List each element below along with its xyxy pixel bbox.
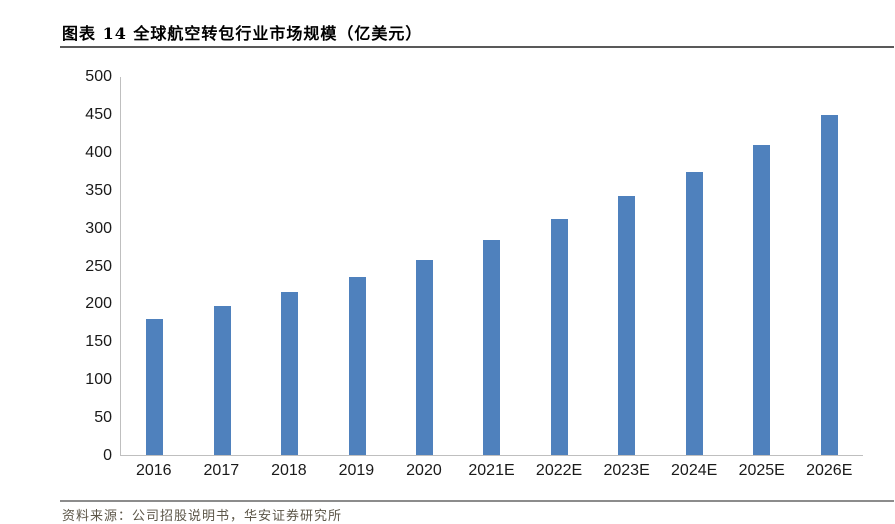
bar-slot (526, 77, 593, 455)
y-tick-label: 150 (85, 333, 112, 351)
bar (753, 145, 771, 455)
y-tick-label: 350 (85, 181, 112, 199)
bar-slot (796, 77, 863, 455)
x-tick-label: 2023E (603, 462, 650, 479)
chart-plot-area (120, 77, 863, 456)
x-tick-label: 2026E (806, 462, 853, 479)
bar-slot (256, 77, 323, 455)
y-axis-labels: 0 50 100 150 200 250 300 350 400 450 500 (62, 0, 112, 524)
bar-slot (188, 77, 255, 455)
y-tick-label: 0 (103, 447, 112, 464)
bar (348, 276, 366, 455)
chart-title: 图表 14 全球航空转包行业市场规模（亿美元） (62, 24, 423, 43)
title-rule (60, 46, 894, 48)
y-tick-label: 200 (85, 295, 112, 313)
y-tick-label: 100 (85, 371, 112, 389)
bar-slot (323, 77, 390, 455)
source-note: 资料来源：公司招股说明书，华安证券研究所 (62, 509, 343, 524)
x-tick-label: 2024E (671, 462, 718, 479)
x-tick-label: 2020 (406, 462, 442, 479)
x-tick-label: 2025E (738, 462, 785, 479)
x-tick-label: 2016 (135, 462, 172, 479)
bar (820, 114, 838, 455)
y-tick-label: 250 (85, 257, 112, 275)
bar (146, 318, 164, 455)
x-tick-label: 2017 (203, 462, 240, 479)
x-tick-label: 2022E (535, 462, 583, 479)
x-tick-label: 2018 (271, 462, 307, 479)
x-axis-labels: 2016 2017 2018 2019 2020 2021E 2022E 2023E 2024E… (120, 462, 863, 480)
x-tick-label: 2021E (468, 462, 515, 479)
bar (416, 259, 434, 455)
bar (618, 196, 636, 455)
bar-slot (661, 77, 728, 455)
y-tick-label: 50 (94, 409, 112, 427)
bar-slot (728, 77, 795, 455)
bar-slot (593, 77, 660, 455)
y-tick-label: 300 (85, 219, 112, 237)
bar-slot (458, 77, 525, 455)
bar (550, 219, 568, 455)
bar-slot (391, 77, 458, 455)
x-tick-label: 2019 (338, 462, 375, 479)
bar (213, 306, 231, 455)
bar (281, 292, 299, 455)
y-tick-label: 400 (85, 143, 112, 161)
bar (483, 240, 501, 455)
bar (685, 171, 703, 455)
source-rule (60, 500, 894, 502)
y-tick-label: 500 (85, 68, 112, 85)
y-tick-label: 450 (85, 105, 112, 123)
bar-slot (121, 77, 188, 455)
